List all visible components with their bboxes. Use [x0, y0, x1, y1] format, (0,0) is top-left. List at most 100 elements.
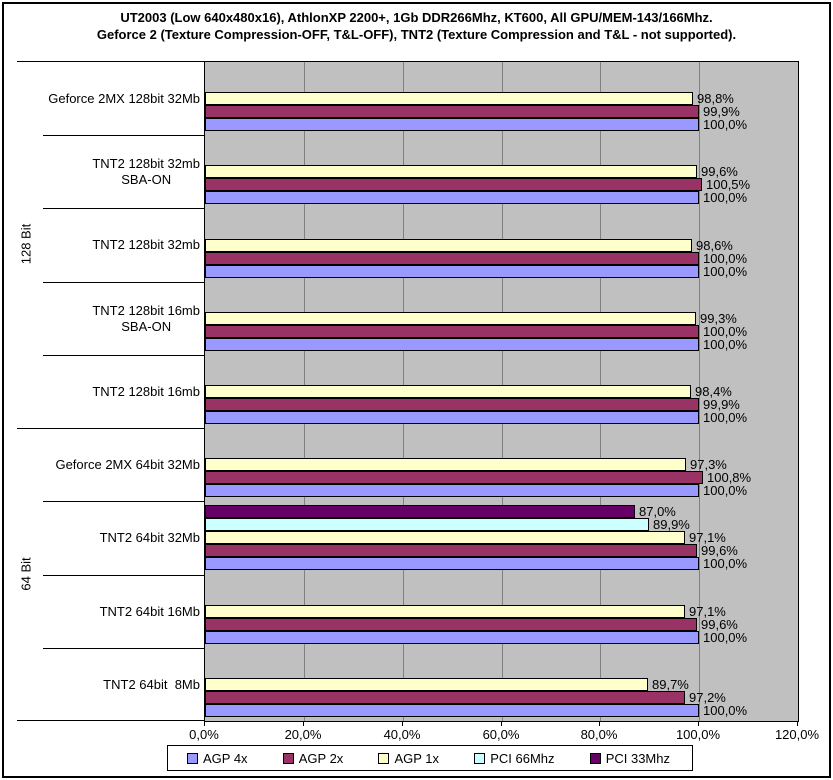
bar-agp-4x	[205, 557, 699, 570]
bar-agp-2x	[205, 105, 699, 118]
bar-agp-2x	[205, 325, 699, 338]
legend-label: AGP 1x	[394, 750, 440, 766]
bar-agp-2x	[205, 618, 697, 631]
bar-value-label: 100,0%	[703, 190, 748, 205]
category-label-text: TNT2 128bit 16mb SBA-ON	[92, 302, 200, 334]
bar-agp-2x	[205, 178, 702, 191]
legend-label: PCI 66Mhz	[490, 750, 555, 766]
bar-agp-2x	[205, 252, 699, 265]
bar-value-label: 100,0%	[703, 117, 748, 132]
bar-agp-1x	[205, 531, 685, 544]
group-label-64-bit: 64 Bit	[18, 557, 34, 591]
bar-agp-2x	[205, 398, 699, 411]
category-separator	[43, 501, 205, 502]
legend: AGP 4x AGP 2x AGP 1x PCI 66Mhz PCI 33Mhz	[167, 745, 693, 771]
category-separator	[43, 575, 205, 576]
chart-title-line1: UT2003 (Low 640x480x16), AthlonXP 2200+,…	[120, 10, 713, 25]
bar-agp-1x	[205, 92, 693, 105]
legend-item-pci-66mhz: PCI 66Mhz	[474, 750, 555, 766]
chart-title-line2: Geforce 2 (Texture Compression-OFF, T&L-…	[96, 27, 737, 42]
bar-value-label: 100,0%	[703, 264, 748, 279]
bar-value-label: 99,9%	[703, 104, 740, 119]
bar-value-label: 99,6%	[701, 164, 738, 179]
x-axis-tick	[303, 722, 304, 726]
x-axis-tick	[402, 722, 403, 726]
bar-value-label: 98,8%	[697, 91, 734, 106]
bar-value-label: 100,0%	[703, 483, 748, 498]
bar-value-label: 97,1%	[689, 604, 726, 619]
bar-value-label: 100,0%	[703, 251, 748, 266]
x-axis-tick-label: 80,0%	[580, 727, 618, 742]
x-axis-tick	[698, 722, 699, 726]
bar-agp-4x	[205, 338, 699, 351]
bar-value-label: 97,2%	[689, 690, 726, 705]
category-separator	[43, 282, 205, 283]
bar-agp-1x	[205, 312, 696, 325]
bar-value-label: 87,0%	[639, 504, 676, 519]
x-axis-tick	[501, 722, 502, 726]
bar-value-label: 97,3%	[690, 457, 727, 472]
category-label: TNT2 128bit 16mb	[92, 355, 200, 428]
bar-value-label: 98,4%	[695, 384, 732, 399]
group-label-128-bit: 128 Bit	[18, 223, 34, 265]
category-label: TNT2 128bit 16mb SBA-ON	[92, 282, 200, 355]
bar-agp-4x	[205, 191, 699, 204]
bar-value-label: 99,6%	[701, 617, 738, 632]
bar-agp-4x	[205, 118, 699, 131]
category-label-text: TNT2 128bit 32mb	[92, 236, 200, 252]
x-axis-tick	[599, 722, 600, 726]
bar-value-label: 100,0%	[703, 337, 748, 352]
x-axis-tick-label: 100,0%	[675, 727, 721, 742]
bar-agp-1x	[205, 165, 697, 178]
category-label: TNT2 128bit 32mb	[92, 208, 200, 281]
chart-title: UT2003 (Low 640x480x16), AthlonXP 2200+,…	[0, 9, 833, 43]
bar-agp-1x	[205, 239, 692, 252]
x-axis-tick-label: 0,0%	[189, 727, 219, 742]
legend-item-pci-33mhz: PCI 33Mhz	[589, 751, 670, 766]
category-label: TNT2 64bit 32Mb	[100, 501, 200, 574]
category-separator	[43, 135, 205, 136]
category-label-text: Geforce 2MX 64bit 32Mb	[55, 456, 200, 472]
x-axis-tick-label: 20,0%	[284, 727, 322, 742]
legend-swatch-icon	[474, 752, 486, 764]
bar-value-label: 99,6%	[701, 543, 738, 558]
bar-agp-1x	[205, 385, 691, 398]
bar-value-label: 100,0%	[703, 324, 748, 339]
bar-agp-1x	[205, 458, 686, 471]
x-axis-tick-label: 40,0%	[383, 727, 421, 742]
bar-value-label: 89,7%	[652, 677, 689, 692]
gridline-100	[699, 62, 700, 721]
bar-agp-2x	[205, 691, 685, 704]
legend-item-agp-2x: AGP 2x	[282, 751, 343, 766]
bar-agp-2x	[205, 471, 703, 484]
bar-value-label: 100,0%	[703, 703, 748, 718]
bar-agp-4x	[205, 704, 699, 717]
category-label: Geforce 2MX 64bit 32Mb	[55, 428, 200, 501]
category-separator	[43, 355, 205, 356]
x-axis-tick-label: 120,0%	[774, 727, 820, 742]
category-label-text: TNT2 64bit 32Mb	[99, 529, 200, 545]
category-separator	[43, 208, 205, 209]
legend-swatch-icon	[282, 752, 294, 764]
bar-agp-1x	[205, 678, 648, 691]
bar-pci-33mhz	[205, 505, 635, 518]
legend-swatch-icon	[187, 752, 198, 764]
bar-agp-4x	[205, 484, 699, 497]
x-axis-tick-label: 60,0%	[482, 727, 520, 742]
category-label: Geforce 2MX 128bit 32Mb	[48, 62, 200, 135]
bar-agp-1x	[205, 605, 685, 618]
bar-agp-4x	[205, 265, 699, 278]
category-label-text: TNT2 64bit 8Mb	[103, 676, 200, 692]
bar-value-label: 100,8%	[707, 470, 752, 485]
group-separator	[17, 61, 205, 62]
category-label-text: Geforce 2MX 128bit 32Mb	[48, 90, 200, 106]
category-label: TNT2 128bit 32mb SBA-ON	[92, 135, 200, 208]
x-axis-tick	[797, 722, 798, 726]
bar-value-label: 97,1%	[689, 530, 726, 545]
bar-value-label: 100,0%	[703, 410, 748, 425]
category-separator	[43, 648, 205, 649]
legend-label: AGP 4x	[203, 750, 248, 766]
legend-swatch-icon	[589, 752, 601, 764]
